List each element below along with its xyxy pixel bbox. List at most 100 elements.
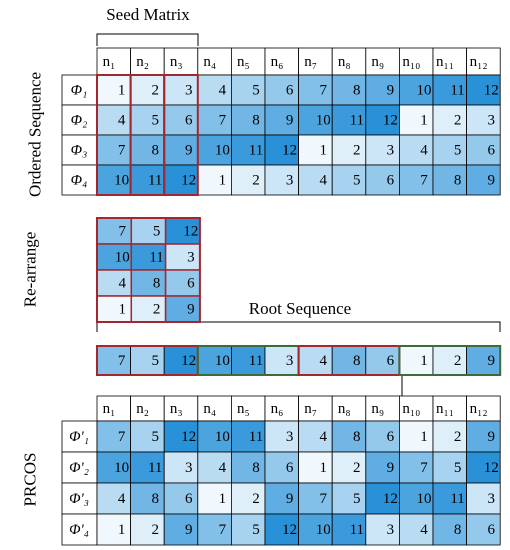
- cell: [331, 134, 367, 166]
- cell-value: 3: [185, 82, 193, 98]
- cell-value: 12: [181, 429, 196, 445]
- cell-value: 2: [151, 522, 159, 538]
- cell: [163, 164, 199, 196]
- cell: [197, 451, 232, 484]
- cell-value: 7: [219, 112, 227, 128]
- cell-value: 8: [353, 82, 361, 98]
- header-cell: [331, 395, 367, 422]
- cell-value: 1: [219, 491, 227, 507]
- cell-value: 5: [252, 82, 260, 98]
- cell-value: 12: [484, 82, 499, 98]
- cell-value: 9: [387, 460, 395, 476]
- column-header: n₄: [203, 54, 216, 70]
- cell-value: 8: [151, 491, 159, 507]
- cell: [298, 420, 333, 453]
- cell-value: 5: [353, 491, 361, 507]
- column-header: n₇: [304, 54, 317, 70]
- cell-value: 11: [149, 249, 163, 265]
- cell-value: 5: [153, 223, 161, 239]
- seed-matrix-label: Seed Matrix: [106, 5, 190, 24]
- cell: [298, 74, 333, 106]
- cell-value: 3: [387, 142, 395, 158]
- cell: [365, 420, 400, 453]
- cell: [398, 164, 434, 196]
- cell: [96, 104, 131, 136]
- cell-value: 5: [454, 142, 462, 158]
- cell: [298, 134, 333, 166]
- row-label: Φ'₁: [69, 429, 89, 445]
- cell: [197, 513, 232, 546]
- cell: [130, 513, 165, 546]
- cell: [264, 134, 299, 166]
- cell-value: 11: [249, 142, 263, 158]
- cell: [96, 134, 131, 166]
- rearrange-label: Re-arrange: [20, 231, 40, 308]
- cell: [130, 345, 165, 376]
- cell-value: 8: [252, 112, 260, 128]
- cell-value: 10: [417, 82, 432, 98]
- cell: [96, 269, 132, 297]
- cell-value: 1: [319, 142, 327, 158]
- cell-value: 6: [387, 353, 395, 369]
- cell-value: 3: [487, 491, 495, 507]
- cell: [197, 420, 232, 453]
- cell-value: 9: [286, 112, 294, 128]
- cell: [298, 451, 333, 484]
- column-header: n₈: [338, 401, 351, 417]
- cell-value: 10: [417, 491, 432, 507]
- cell-value: 4: [319, 172, 327, 188]
- row-label-cell: [61, 420, 98, 453]
- cell: [130, 164, 165, 196]
- cell-value: 2: [454, 353, 462, 369]
- cell: [130, 451, 165, 484]
- column-header: n₃: [170, 401, 183, 417]
- cell-value: 8: [353, 429, 361, 445]
- cell: [264, 345, 299, 376]
- cell: [197, 482, 232, 515]
- cell-value: 6: [487, 522, 495, 538]
- cell-value: 9: [487, 353, 495, 369]
- cell: [130, 295, 167, 323]
- cell-value: 1: [420, 112, 428, 128]
- cell: [466, 420, 501, 453]
- cell: [264, 74, 299, 106]
- cell-value: 9: [487, 429, 495, 445]
- cell-value: 12: [181, 172, 196, 188]
- cell: [163, 482, 199, 515]
- cell: [96, 482, 131, 515]
- header-cell: [130, 47, 165, 76]
- cell: [163, 420, 199, 453]
- header-cell: [197, 395, 232, 422]
- cell: [365, 164, 400, 196]
- cell-value: 10: [115, 249, 130, 265]
- cell: [230, 482, 266, 515]
- column-header: n₁₁: [436, 401, 454, 417]
- header-cell: [264, 395, 299, 422]
- cell: [163, 513, 199, 546]
- cell-value: 6: [286, 82, 294, 98]
- cell: [230, 420, 266, 453]
- cell-value: 8: [151, 142, 159, 158]
- cell: [298, 513, 333, 546]
- column-header: n₁₁: [436, 54, 454, 70]
- cell-value: 10: [114, 460, 129, 476]
- cell-value: 12: [383, 112, 398, 128]
- cell: [197, 74, 232, 106]
- cell-value: 10: [316, 112, 331, 128]
- cell: [130, 269, 167, 297]
- column-header: n₇: [304, 401, 317, 417]
- cell: [466, 482, 501, 515]
- cell: [130, 217, 167, 245]
- cell: [130, 74, 165, 106]
- cell-value: 12: [183, 223, 198, 239]
- cell: [264, 513, 299, 546]
- cell-value: 10: [215, 142, 230, 158]
- column-header: n₁₀: [402, 401, 420, 417]
- group-outline: [398, 345, 502, 376]
- column-header: n₄: [203, 401, 216, 417]
- cell-value: 4: [118, 491, 126, 507]
- cell: [331, 345, 367, 376]
- cell-value: 5: [353, 172, 361, 188]
